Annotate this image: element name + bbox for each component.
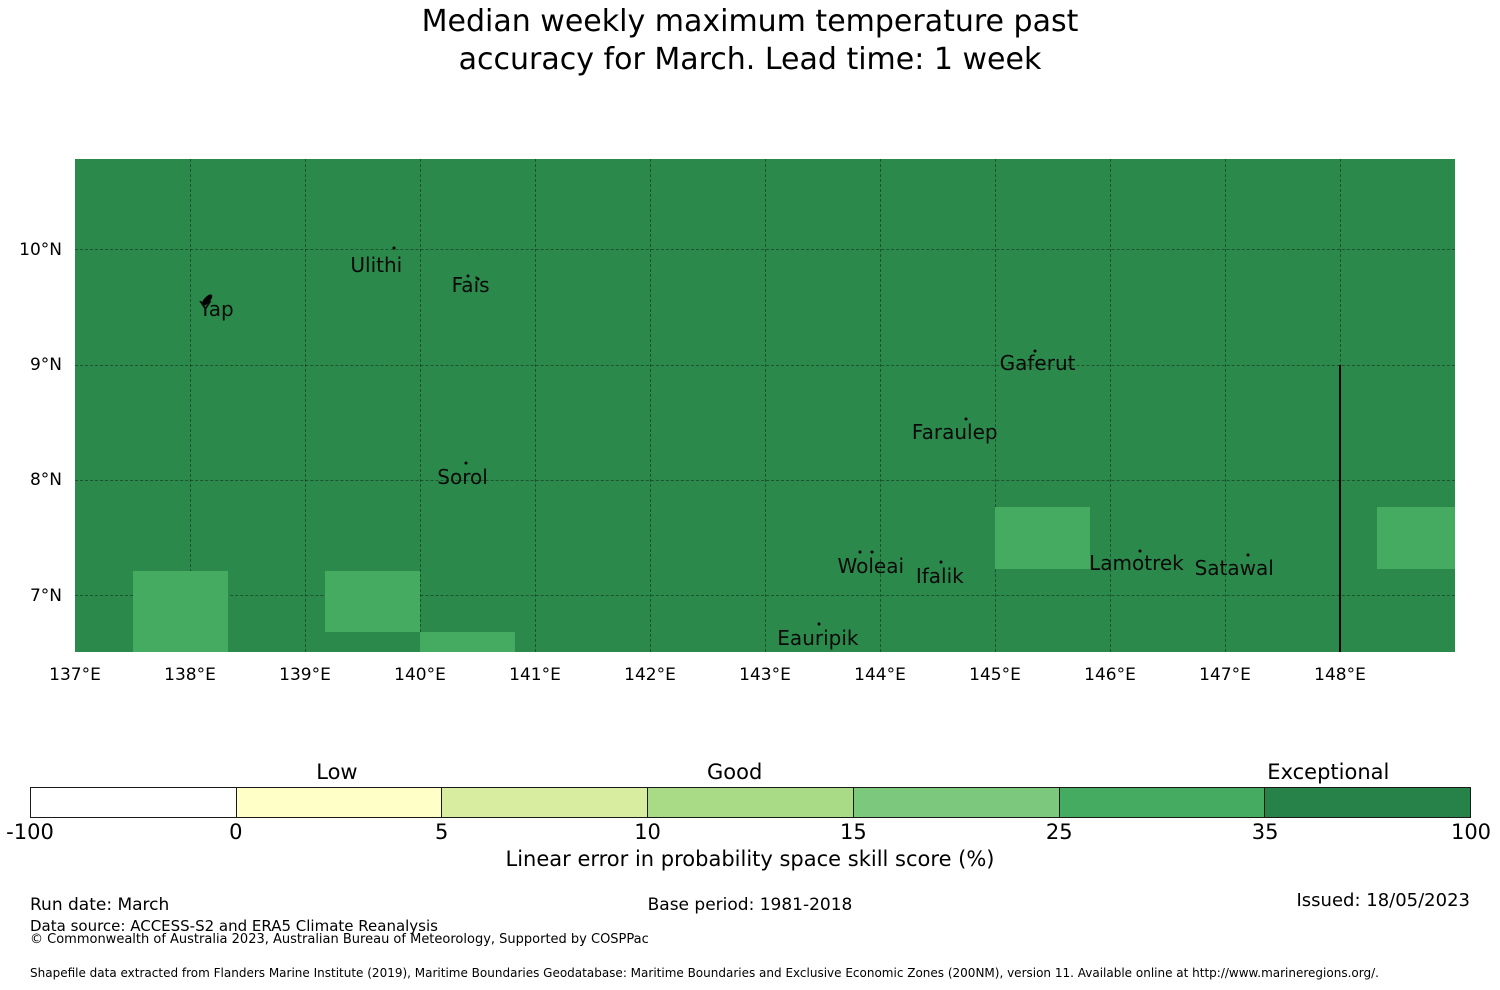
meridian-gridline (189, 159, 191, 652)
meridian-gridline (1224, 159, 1226, 652)
island-marker-icon (870, 550, 874, 554)
island-label: Faraulep (911, 419, 998, 444)
eez-boundary-line (1339, 365, 1341, 652)
island-marker-icon (858, 550, 862, 554)
x-tick-label: 137°E (49, 665, 101, 685)
meridian-gridline (1109, 159, 1111, 652)
x-tick-label: 139°E (279, 665, 331, 685)
x-tick-label: 143°E (739, 665, 791, 685)
island-marker-icon (1246, 553, 1250, 557)
colorbar-section-label: Good (706, 760, 763, 784)
island-marker-icon (817, 622, 821, 626)
base-period-text: Base period: 1981-2018 (647, 895, 853, 915)
y-tick-label: 10°N (19, 239, 62, 260)
x-tick-label: 148°E (1314, 665, 1366, 685)
run-date-text: Run date: March (30, 895, 170, 915)
colorbar-section-label: Exceptional (1267, 760, 1390, 784)
colorbar-segment (235, 788, 442, 817)
colorbar-segment (852, 788, 1059, 817)
colorbar-tick-label: -100 (6, 820, 54, 844)
island-marker-icon (1033, 349, 1037, 353)
x-tick-label: 142°E (624, 665, 676, 685)
island-label: Lamotrek (1089, 551, 1184, 576)
meridian-gridline (879, 159, 881, 652)
colorbar-segment (647, 788, 853, 817)
parallel-gridline (75, 479, 1455, 481)
colorbar-tick-label: 5 (435, 820, 449, 844)
skill-region-patch (1376, 506, 1455, 570)
x-tick-label: 145°E (969, 665, 1021, 685)
x-tick-label: 144°E (854, 665, 906, 685)
island-marker-icon (392, 246, 396, 250)
colorbar-section-label: Low (316, 760, 358, 784)
skill-region-patch (420, 632, 516, 652)
y-tick-label: 9°N (29, 355, 62, 376)
colorbar-segment (1058, 788, 1265, 817)
colorbar-segment (1264, 788, 1471, 817)
island-label: Sorol (437, 464, 488, 489)
colorbar-tick-label: 10 (634, 820, 661, 844)
parallel-gridline (75, 364, 1455, 366)
island-label: Satawal (1194, 555, 1274, 580)
island-label: Ifalik (915, 563, 964, 588)
x-tick-label: 138°E (164, 665, 216, 685)
x-tick-label: 146°E (1084, 665, 1136, 685)
colorbar-tick-label: 15 (840, 820, 867, 844)
skill-region-patch (995, 506, 1091, 570)
chart-title: Median weekly maximum temperature past a… (421, 4, 1079, 77)
parallel-gridline (75, 249, 1455, 251)
colorbar-segment (31, 788, 236, 817)
y-tick-label: 8°N (29, 470, 62, 491)
meridian-gridline (419, 159, 421, 652)
meridian-gridline (534, 159, 536, 652)
island-marker-icon (964, 417, 968, 421)
island-label: Woleai (837, 553, 905, 578)
colorbar-tick-label: 100 (1450, 820, 1492, 844)
skill-region-patch (324, 571, 420, 633)
x-tick-label: 140°E (394, 665, 446, 685)
colorbar-axis-label: Linear error in probability space skill … (505, 847, 995, 871)
copyright-text: © Commonwealth of Australia 2023, Austra… (30, 932, 649, 947)
data-source-text: Data source: ACCESS-S2 and ERA5 Climate … (30, 917, 438, 935)
colorbar-segment (441, 788, 648, 817)
issued-date-text: Issued: 18/05/2023 (1296, 890, 1470, 911)
meridian-gridline (994, 159, 996, 652)
island-label: Yap (199, 296, 234, 321)
shapefile-note-text: Shapefile data extracted from Flanders M… (30, 966, 1379, 980)
island-marker-icon (1138, 549, 1142, 553)
island-label: Eauripik (777, 626, 859, 651)
colorbar-tick-label: 0 (229, 820, 243, 844)
island-label: Gaferut (999, 350, 1076, 375)
colorbar (30, 787, 1471, 818)
island-marker-icon (464, 461, 468, 465)
meridian-gridline (649, 159, 651, 652)
parallel-gridline (75, 595, 1455, 597)
island-label: Fais (451, 272, 490, 297)
island-marker-icon (476, 277, 479, 281)
colorbar-tick-label: 25 (1045, 820, 1073, 844)
colorbar-tick-label: 35 (1251, 820, 1279, 844)
island-marker-icon (466, 274, 470, 278)
x-tick-label: 141°E (509, 665, 561, 685)
meridian-gridline (764, 159, 766, 652)
skill-region-patch (132, 571, 228, 652)
island-label: Ulithi (350, 252, 403, 277)
map-canvas: Yap Ulithi Fais Gaferut Faraulep Sorol Woleai I… (75, 159, 1455, 652)
meridian-gridline (304, 159, 306, 652)
y-tick-label: 7°N (29, 585, 62, 606)
x-tick-label: 147°E (1199, 665, 1251, 685)
island-marker-icon (939, 560, 943, 564)
